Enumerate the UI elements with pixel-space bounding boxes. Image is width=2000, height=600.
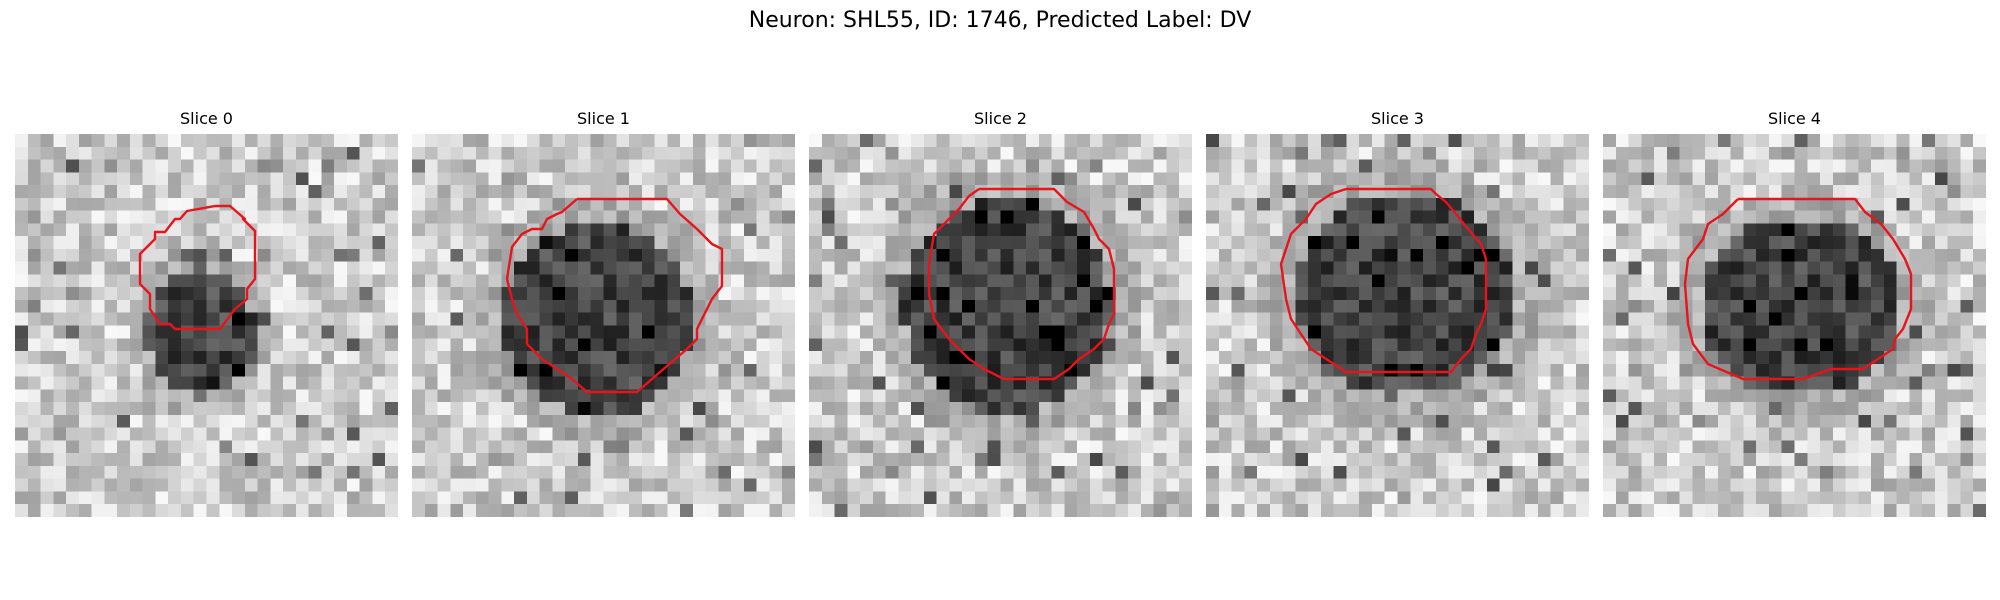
slice-image-0 [15, 134, 398, 517]
microscopy-image-2 [809, 134, 1192, 517]
roi-contour-2 [927, 187, 1116, 381]
roi-contour-svg-4 [1683, 197, 1913, 381]
roi-contour-svg-1 [505, 197, 724, 394]
figure-title: Neuron: SHL55, ID: 1746, Predicted Label… [748, 8, 1252, 33]
roi-contour-svg-2 [927, 187, 1116, 381]
slice-image-4 [1603, 134, 1986, 517]
roi-contour-3 [1279, 187, 1488, 374]
slice-panel-0: Slice 0 [15, 108, 398, 517]
slice-image-1 [412, 134, 795, 517]
slice-title-0: Slice 0 [180, 109, 233, 128]
roi-contour-svg-3 [1279, 187, 1488, 374]
roi-contour-svg-0 [138, 204, 257, 331]
slice-title-1: Slice 1 [577, 109, 630, 128]
roi-contour-1 [505, 197, 724, 394]
slice-title-4: Slice 4 [1768, 109, 1821, 128]
slice-panel-3: Slice 3 [1206, 108, 1589, 517]
slice-title-2: Slice 2 [974, 109, 1027, 128]
microscopy-image-0 [15, 134, 398, 517]
slice-image-3 [1206, 134, 1589, 517]
slice-panel-4: Slice 4 [1603, 108, 1986, 517]
roi-contour-0 [138, 204, 257, 331]
slice-panel-1: Slice 1 [412, 108, 795, 517]
microscopy-image-3 [1206, 134, 1589, 517]
slice-panel-2: Slice 2 [809, 108, 1192, 517]
slice-title-3: Slice 3 [1371, 109, 1424, 128]
roi-contour-4 [1683, 197, 1913, 381]
slice-image-2 [809, 134, 1192, 517]
